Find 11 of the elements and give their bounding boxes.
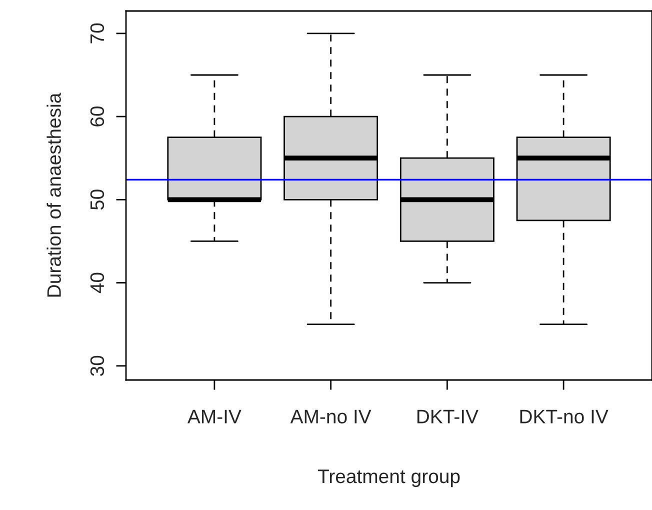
x-tick-label: AM-IV: [187, 410, 242, 424]
x-tick-label: AM-no IV: [290, 410, 372, 424]
x-tick-label: DKT-IV: [417, 410, 478, 424]
y-tick-label: 50: [90, 190, 104, 210]
y-tick-label: 30: [90, 356, 104, 376]
y-tick-label: 40: [90, 272, 104, 294]
x-axis-title: Treatment group: [318, 470, 460, 488]
y-tick-label: 60: [90, 106, 104, 126]
y-tick-label: 70: [90, 23, 104, 44]
x-tick-label: DKT-no IV: [520, 410, 608, 424]
y-axis-title: Duration of anaesthesia: [46, 92, 61, 297]
